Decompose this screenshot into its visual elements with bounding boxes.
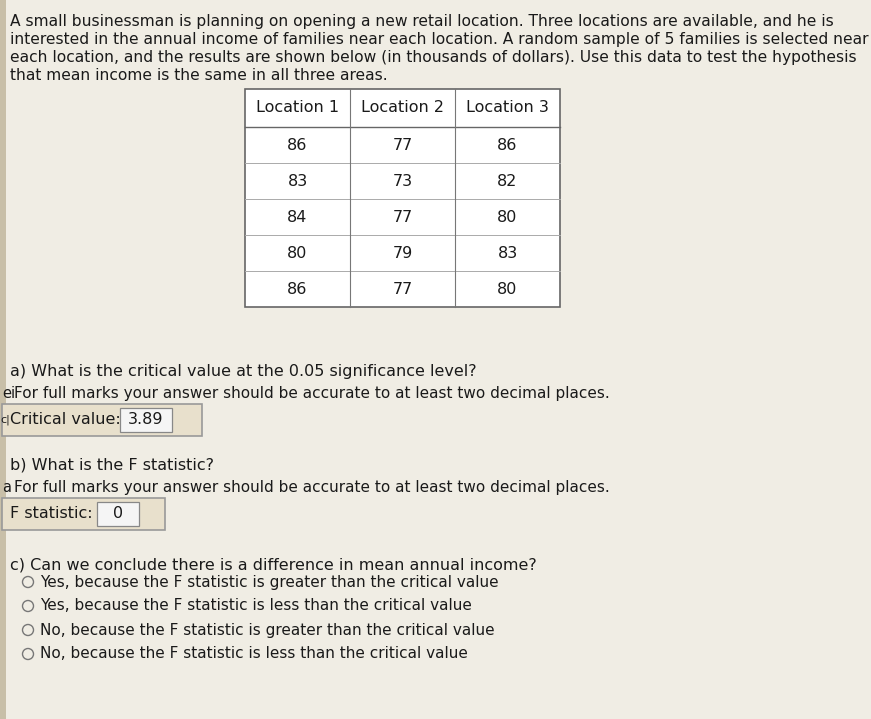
Text: For full marks your answer should be accurate to at least two decimal places.: For full marks your answer should be acc…	[14, 386, 610, 401]
Text: Location 3: Location 3	[466, 101, 549, 116]
Text: For full marks your answer should be accurate to at least two decimal places.: For full marks your answer should be acc…	[14, 480, 610, 495]
Text: 3.89: 3.89	[128, 413, 164, 428]
Bar	[245, 89, 560, 307]
Text: 73: 73	[393, 173, 413, 188]
Text: interested in the annual income of families near each location. A random sample : interested in the annual income of famil…	[10, 32, 868, 47]
Circle shape	[23, 600, 33, 611]
Circle shape	[23, 649, 33, 659]
Bar	[97, 502, 139, 526]
Text: No, because the F statistic is greater than the critical value: No, because the F statistic is greater t…	[40, 623, 495, 638]
Text: 80: 80	[497, 209, 517, 224]
Text: 86: 86	[497, 137, 517, 152]
Text: 84: 84	[287, 209, 307, 224]
Text: Location 2: Location 2	[361, 101, 444, 116]
Text: Location 1: Location 1	[256, 101, 339, 116]
Bar	[120, 408, 172, 432]
Text: 80: 80	[497, 282, 517, 296]
Text: 77: 77	[392, 282, 413, 296]
Text: 82: 82	[497, 173, 517, 188]
Text: 83: 83	[287, 173, 307, 188]
Text: F statistic:: F statistic:	[10, 506, 103, 521]
Text: 80: 80	[287, 245, 307, 260]
Text: 86: 86	[287, 137, 307, 152]
Text: Critical value:: Critical value:	[10, 413, 131, 428]
Text: c|: c|	[0, 415, 10, 425]
Text: that mean income is the same in all three areas.: that mean income is the same in all thre…	[10, 68, 388, 83]
Text: 83: 83	[497, 245, 517, 260]
Text: No, because the F statistic is less than the critical value: No, because the F statistic is less than…	[40, 646, 468, 661]
Text: each location, and the results are shown below (in thousands of dollars). Use th: each location, and the results are shown…	[10, 50, 856, 65]
Text: 79: 79	[392, 245, 413, 260]
Text: Yes, because the F statistic is greater than the critical value: Yes, because the F statistic is greater …	[40, 574, 498, 590]
Circle shape	[23, 577, 33, 587]
Text: 86: 86	[287, 282, 307, 296]
Bar	[2, 498, 165, 530]
Circle shape	[23, 625, 33, 636]
Text: ei: ei	[2, 386, 15, 401]
Text: a: a	[2, 480, 11, 495]
Text: c) Can we conclude there is a difference in mean annual income?: c) Can we conclude there is a difference…	[10, 558, 537, 573]
Text: Yes, because the F statistic is less than the critical value: Yes, because the F statistic is less tha…	[40, 598, 472, 613]
Text: 77: 77	[392, 209, 413, 224]
Text: b) What is the F statistic?: b) What is the F statistic?	[10, 458, 214, 473]
Text: 77: 77	[392, 137, 413, 152]
Text: a) What is the critical value at the 0.05 significance level?: a) What is the critical value at the 0.0…	[10, 364, 476, 379]
Bar	[0, 0, 6, 719]
Bar	[2, 404, 202, 436]
Text: A small businessman is planning on opening a new retail location. Three location: A small businessman is planning on openi…	[10, 14, 834, 29]
Text: 0: 0	[113, 506, 123, 521]
